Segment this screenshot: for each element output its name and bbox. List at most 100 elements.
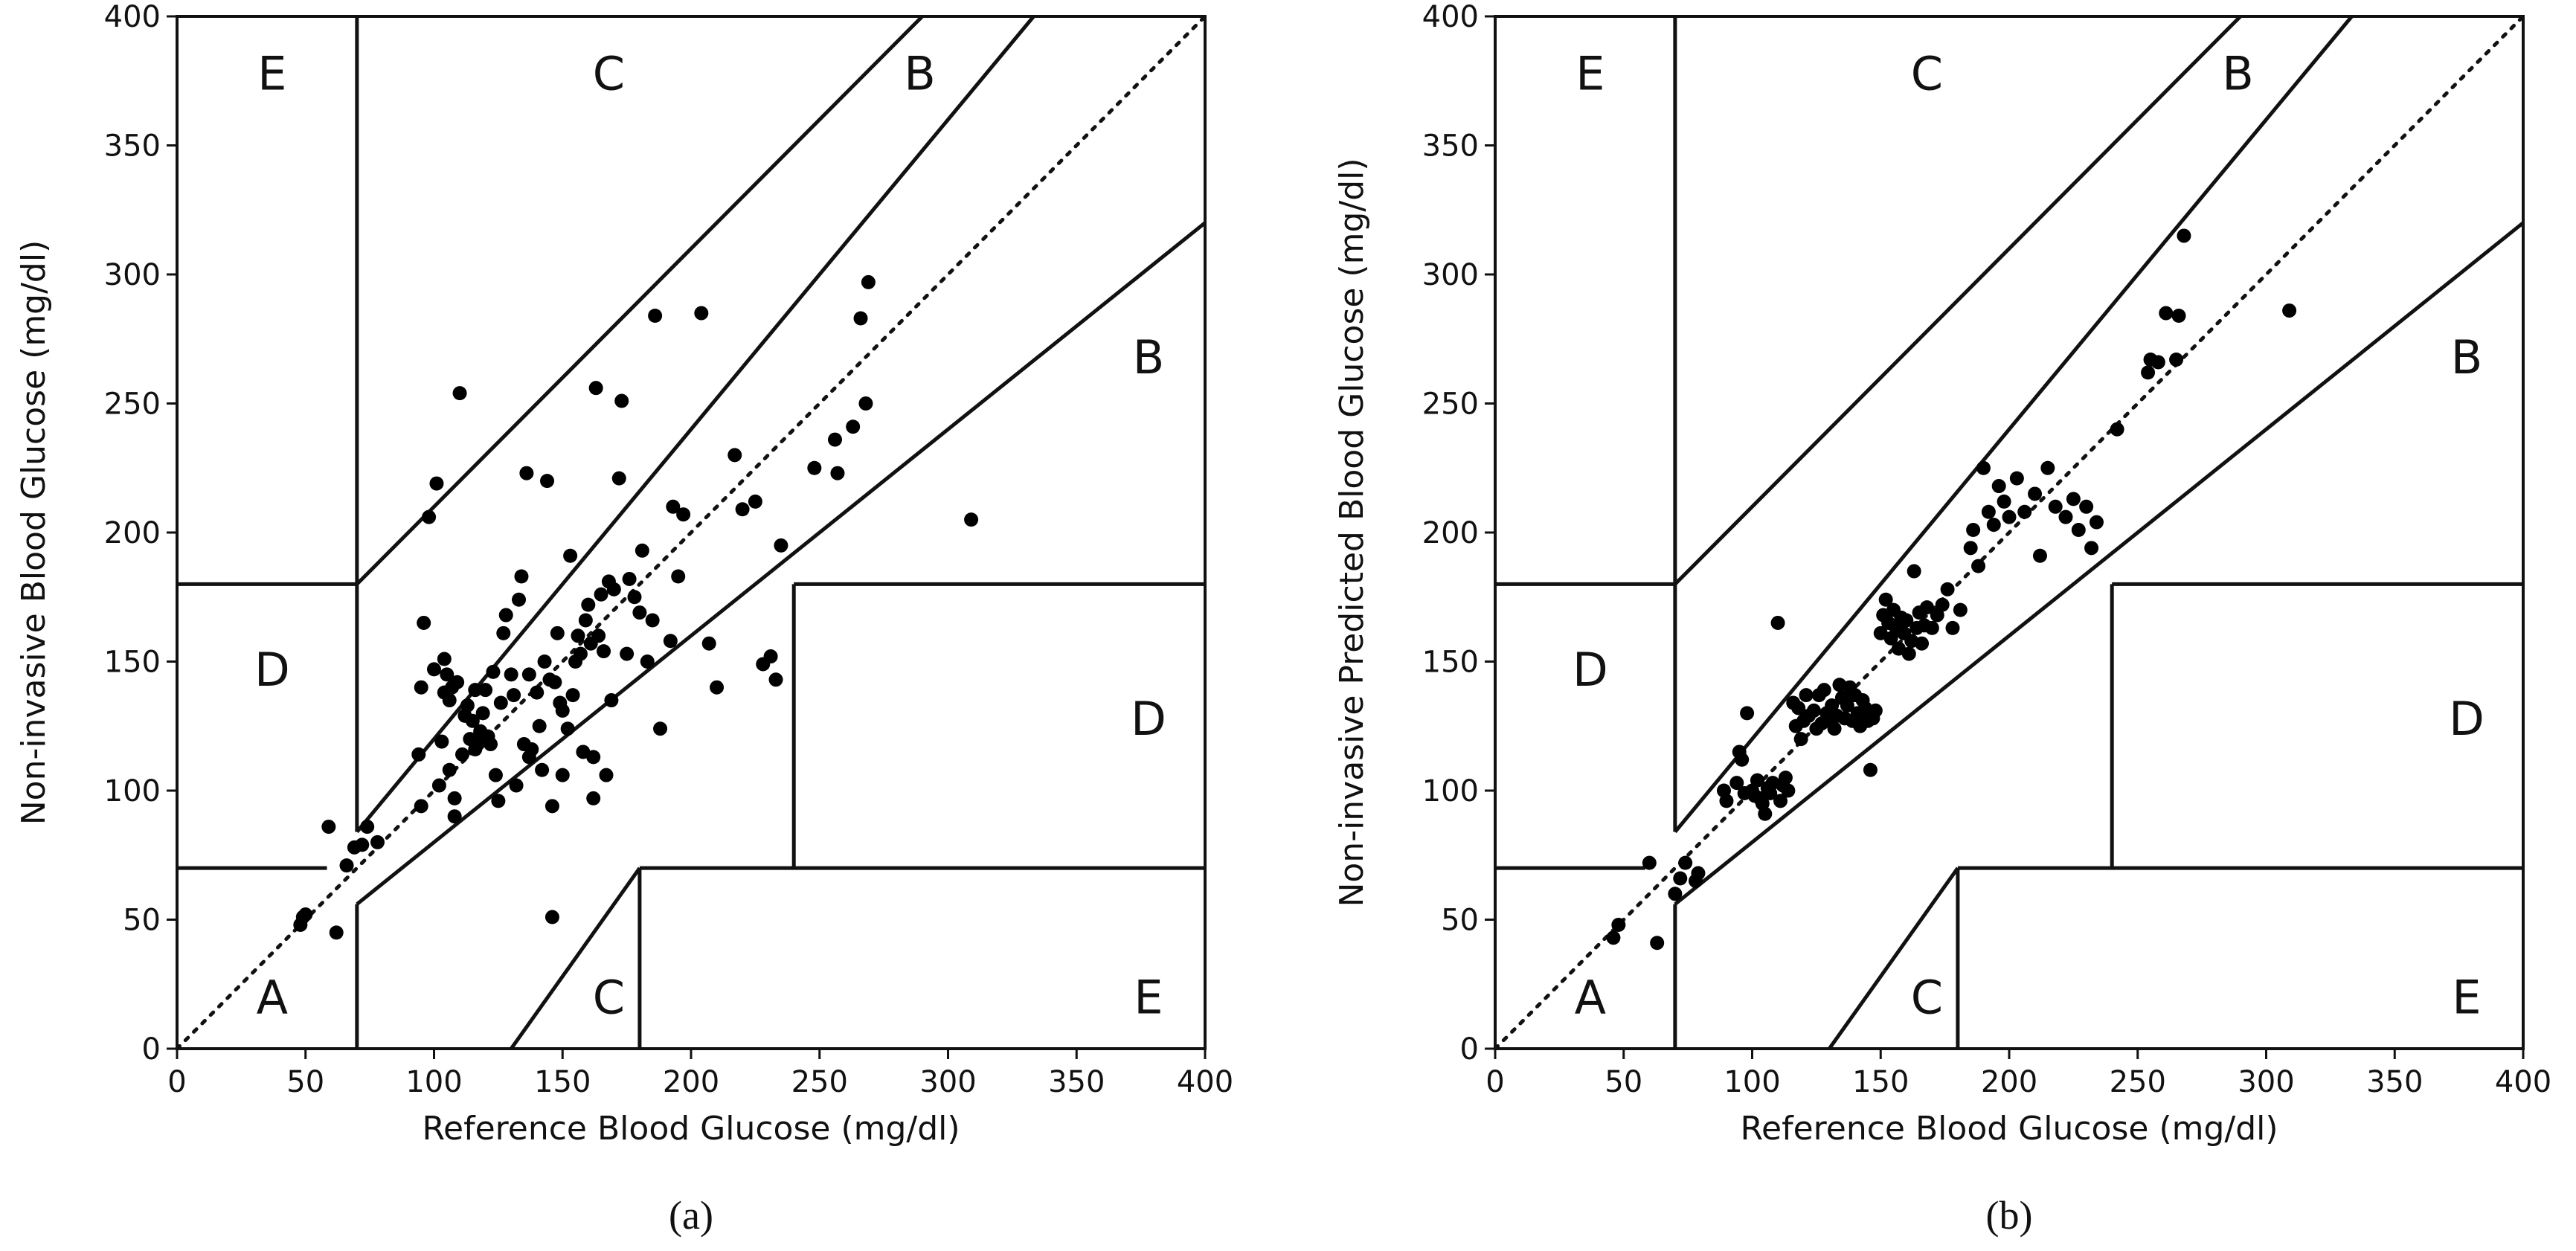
- data-point: [429, 476, 444, 491]
- panel-b: 0 50 100 150 200 250 300 350 400 0 50 100 150 200 250 3…: [1333, 0, 2551, 1238]
- data-point: [2169, 353, 2184, 367]
- data-point: [827, 432, 842, 447]
- data-point: [440, 667, 455, 682]
- y-tick-label: 350: [1422, 129, 1479, 164]
- data-point: [422, 509, 437, 524]
- zone-label-E: E: [2452, 971, 2481, 1025]
- data-point: [547, 675, 562, 689]
- data-point: [535, 762, 550, 777]
- data-point: [1966, 523, 1981, 538]
- data-point: [1691, 866, 1706, 881]
- data-point: [858, 396, 873, 411]
- zone-label-C: C: [1911, 971, 1943, 1025]
- y-tick-label: 100: [104, 774, 161, 808]
- data-point: [861, 274, 876, 289]
- data-point: [2017, 504, 2032, 519]
- data-point: [645, 613, 660, 628]
- panel-caption: (a): [669, 1193, 713, 1238]
- data-point: [1868, 703, 1883, 718]
- data-point: [578, 613, 593, 628]
- data-point: [1799, 688, 1814, 703]
- y-tick-label: 150: [104, 646, 161, 680]
- y-tick-label: 50: [123, 904, 161, 938]
- y-tick-label: 50: [1441, 904, 1479, 938]
- data-point: [663, 634, 678, 649]
- zone-label-D: D: [2449, 692, 2485, 746]
- data-point: [540, 474, 555, 489]
- x-tick-label: 400: [2495, 1065, 2551, 1099]
- data-point: [1997, 494, 2011, 509]
- data-point: [653, 721, 668, 736]
- data-point: [1971, 559, 1986, 573]
- y-tick-label: 250: [104, 387, 161, 422]
- data-point: [710, 680, 725, 695]
- y-tick-label: 200: [1422, 516, 1479, 550]
- x-axis-label: Reference Blood Glucose (mg/dl): [1740, 1110, 2278, 1148]
- data-point: [2028, 486, 2043, 501]
- y-tick-label: 0: [1460, 1032, 1479, 1067]
- data-point: [550, 626, 565, 640]
- x-tick-label: 50: [1605, 1065, 1642, 1099]
- data-point: [484, 737, 498, 752]
- data-point: [632, 605, 647, 620]
- zone-label-C: C: [593, 971, 625, 1025]
- data-point: [1981, 504, 1996, 519]
- data-point: [2089, 515, 2104, 530]
- data-point: [807, 460, 822, 475]
- data-point: [491, 794, 506, 808]
- data-point: [460, 698, 475, 713]
- data-point: [748, 494, 762, 509]
- data-point: [622, 571, 637, 586]
- data-point: [414, 680, 428, 695]
- data-point: [1863, 762, 1878, 777]
- x-tick-label: 200: [1981, 1065, 2037, 1099]
- data-point: [509, 778, 524, 793]
- data-point: [1878, 592, 1893, 607]
- zone-boundary-line: [1828, 866, 1959, 1050]
- data-point: [2171, 309, 2186, 324]
- data-point: [2141, 365, 2156, 380]
- data-point: [514, 569, 529, 584]
- y-tick-label: 350: [104, 129, 161, 164]
- zone-boundary-line: [1674, 15, 2242, 586]
- data-point: [486, 664, 501, 679]
- data-point: [2009, 471, 2024, 486]
- data-point: [498, 608, 513, 623]
- data-point: [1793, 732, 1808, 747]
- data-point: [442, 762, 457, 777]
- data-point: [727, 448, 742, 463]
- data-point: [339, 858, 354, 873]
- data-point: [853, 311, 868, 326]
- y-tick-label: 400: [1422, 0, 1479, 34]
- data-point: [1940, 582, 1955, 596]
- data-point: [1770, 615, 1785, 630]
- data-point: [488, 768, 503, 782]
- data-point: [701, 636, 716, 651]
- data-point: [496, 626, 511, 640]
- data-point: [1806, 703, 1821, 718]
- data-point: [1953, 602, 1968, 617]
- data-point: [2071, 523, 2086, 538]
- data-point: [298, 907, 313, 922]
- y-tick-label: 250: [1422, 387, 1479, 422]
- y-axis-label: Non-invasive Predicted Blood Glucose (mg…: [1333, 158, 1371, 907]
- data-point: [1758, 806, 1773, 821]
- data-point: [648, 309, 663, 324]
- x-tick-label: 250: [791, 1065, 848, 1099]
- x-tick-label: 50: [286, 1065, 324, 1099]
- data-point: [530, 685, 545, 700]
- data-point: [442, 693, 457, 708]
- data-point: [597, 644, 611, 659]
- x-tick-label: 150: [1852, 1065, 1909, 1099]
- zone-label-E: E: [1134, 971, 1163, 1025]
- data-point: [586, 791, 601, 805]
- zone-boundary-line: [1673, 15, 2354, 834]
- data-point: [447, 809, 462, 824]
- x-tick-label: 100: [1724, 1065, 1780, 1099]
- data-point: [1611, 917, 1626, 932]
- y-tick-label: 300: [1422, 258, 1479, 292]
- x-tick-label: 0: [167, 1065, 186, 1099]
- data-point: [545, 799, 559, 814]
- data-point: [1817, 683, 1831, 698]
- data-point: [846, 419, 861, 434]
